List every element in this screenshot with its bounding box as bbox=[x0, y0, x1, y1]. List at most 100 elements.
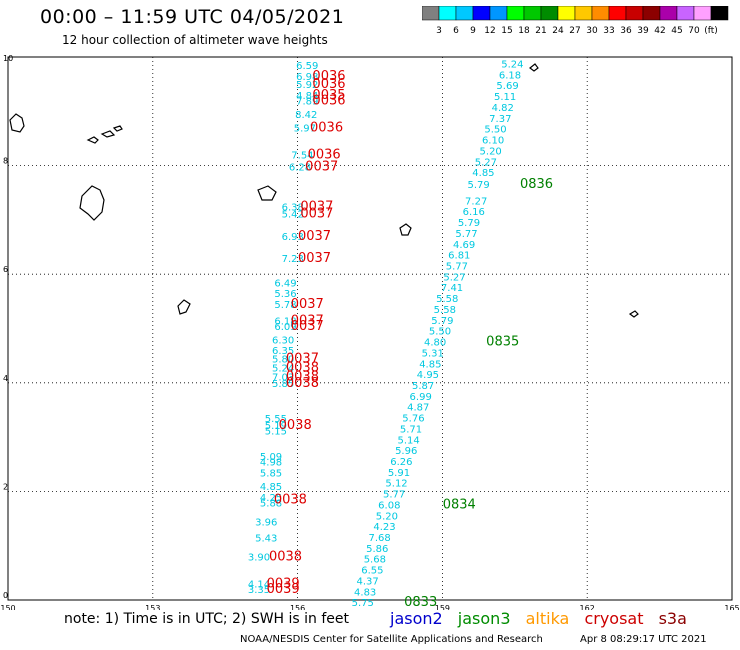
plot-frame bbox=[7, 56, 733, 601]
satellite-altika: altika bbox=[525, 609, 570, 628]
legend-label: 70 bbox=[688, 26, 700, 36]
wave-height-label: 5.85 bbox=[272, 379, 294, 390]
pass-time-label: 0036 bbox=[308, 148, 341, 163]
pass-time-label: 0038 bbox=[269, 550, 302, 565]
pass-time-label: 0038 bbox=[286, 376, 319, 391]
pass-time-label: 0037 bbox=[286, 351, 319, 366]
wave-height-label: 6.38 bbox=[282, 202, 304, 213]
wave-height-label: 4.23 bbox=[373, 522, 395, 533]
wave-height-label: 4.37 bbox=[356, 576, 378, 587]
legend-label: 15 bbox=[501, 26, 512, 36]
legend-label: 30 bbox=[586, 26, 598, 36]
color-scale-legend: 3 6 9 12 15 18 21 24 27 30 33 36 39 42 45 70 (ft) bbox=[422, 6, 729, 36]
wave-height-label: 5.14 bbox=[397, 435, 419, 446]
legend-label: 27 bbox=[569, 26, 580, 36]
wave-height-label: 4.80 bbox=[424, 338, 446, 349]
legend-label: 12 bbox=[484, 26, 495, 36]
pass-time-label: 0037 bbox=[298, 251, 331, 266]
wave-height-label: 4.84 bbox=[296, 91, 318, 102]
wave-height-label: 5.36 bbox=[274, 289, 296, 300]
pass-time-label: 0036 bbox=[312, 77, 345, 92]
wave-height-label: 6.18 bbox=[499, 70, 521, 81]
legend-label: 42 bbox=[654, 26, 665, 36]
satellite-jason2: jason2 bbox=[390, 609, 443, 628]
wave-height-label: 5.85 bbox=[260, 468, 282, 479]
legend-label: 39 bbox=[637, 26, 649, 36]
wave-height-label: 5.24 bbox=[272, 364, 294, 375]
island-shape bbox=[529, 63, 539, 72]
wave-height-label: 5.87 bbox=[412, 381, 434, 392]
wave-height-label: 3.90 bbox=[248, 553, 270, 564]
jason3-pass-times: 0836 0835 0834 0833 bbox=[404, 177, 553, 610]
wave-height-label: 7.23 bbox=[282, 254, 304, 265]
y-tick-label: 0 bbox=[3, 591, 8, 600]
pass-time-label: 0037 bbox=[291, 319, 324, 334]
legend-label: 18 bbox=[518, 26, 530, 36]
pass-time-label: 0037 bbox=[291, 313, 324, 328]
wave-height-label: 5.79 bbox=[431, 316, 453, 327]
pass-time-label: 0039 bbox=[267, 582, 300, 597]
page-subtitle: 12 hour collection of altimeter wave hei… bbox=[62, 33, 328, 47]
wave-height-label: 4.83 bbox=[354, 587, 376, 598]
wave-height-label: 5.88 bbox=[260, 498, 282, 509]
pass-time-label: 0039 bbox=[267, 577, 300, 592]
wave-height-label: 6.93 bbox=[282, 232, 304, 243]
wave-height-label: 6.16 bbox=[463, 207, 485, 218]
legend-label: 6 bbox=[453, 26, 459, 36]
wave-height-label: 5.09 bbox=[260, 452, 282, 463]
wave-height-label: 5.75 bbox=[352, 598, 374, 609]
pass-time-label: 0036 bbox=[312, 69, 345, 84]
pass-time-label: 0833 bbox=[404, 595, 437, 610]
wave-height-label: 7.37 bbox=[489, 114, 511, 125]
island-outlines bbox=[9, 63, 639, 318]
wave-height-label: 5.27 bbox=[475, 157, 497, 168]
wave-height-label: 6.30 bbox=[272, 335, 294, 346]
wave-height-label: 7.41 bbox=[441, 283, 463, 294]
pass-time-label: 0834 bbox=[443, 497, 476, 512]
pass-time-label: 0038 bbox=[286, 369, 319, 384]
note-text: note: 1) Time is in UTC; 2) SWH is in fe… bbox=[64, 611, 350, 627]
y-tick-label: 10 bbox=[3, 54, 13, 63]
wave-height-label: 5.20 bbox=[480, 146, 502, 157]
island-shape bbox=[86, 136, 99, 144]
pass-time-label: 0836 bbox=[520, 177, 553, 192]
wave-height-label: 5.50 bbox=[429, 327, 451, 338]
wave-height-label: 5.42 bbox=[282, 209, 304, 220]
wave-height-label: 8.42 bbox=[295, 110, 317, 121]
wave-height-label: 6.28 bbox=[289, 163, 311, 174]
wave-height-label: 5.12 bbox=[385, 479, 407, 490]
satellite-s3a: s3a bbox=[658, 609, 687, 628]
wave-height-label: 5.80 bbox=[272, 354, 294, 365]
pass-time-label: 0036 bbox=[312, 93, 345, 108]
cryosat-pass-times: 0036003600350036003600360037003700370037… bbox=[267, 69, 346, 597]
wave-height-label: 7.89 bbox=[296, 96, 318, 107]
island-shape bbox=[399, 223, 412, 236]
wave-height-label: 5.15 bbox=[265, 427, 287, 438]
wave-height-label: 4.85 bbox=[419, 359, 441, 370]
wave-height-label: 4.14 bbox=[248, 580, 270, 591]
cryosat-wave-values: 6.596.985.924.847.89 8.42 5.97 7.546.28 6.38… bbox=[248, 61, 319, 596]
wave-height-label: 5.78 bbox=[274, 300, 296, 311]
wave-height-label: 5.71 bbox=[400, 424, 422, 435]
satellite-cryosat: cryosat bbox=[584, 609, 644, 628]
wave-height-label: 5.24 bbox=[501, 60, 523, 71]
wave-height-label: 5.91 bbox=[388, 468, 410, 479]
wave-height-label: 6.59 bbox=[296, 61, 318, 72]
wave-height-label: 5.55 bbox=[265, 414, 287, 425]
wave-height-label: 4.25 bbox=[260, 493, 282, 504]
y-tick-label: 2 bbox=[3, 482, 8, 491]
pass-time-label: 0037 bbox=[291, 297, 324, 312]
wave-height-label: 6.81 bbox=[448, 251, 470, 262]
page-title: 00:00 – 11:59 UTC 04/05/2021 bbox=[40, 6, 345, 28]
wave-height-label: 7.27 bbox=[465, 196, 487, 207]
wave-height-label: 5.77 bbox=[383, 490, 405, 501]
wave-height-label: 4.69 bbox=[453, 240, 475, 251]
x-tick-label: 153 bbox=[145, 604, 160, 610]
pass-time-label: 0038 bbox=[279, 418, 312, 433]
legend-label: 36 bbox=[620, 26, 632, 36]
legend-label: 33 bbox=[603, 26, 614, 36]
wave-height-label: 5.79 bbox=[458, 218, 480, 229]
jason3-wave-values: 5.246.185.695.114.827.375.506.105.205.27… bbox=[352, 60, 524, 610]
pass-time-label: 0038 bbox=[286, 361, 319, 376]
